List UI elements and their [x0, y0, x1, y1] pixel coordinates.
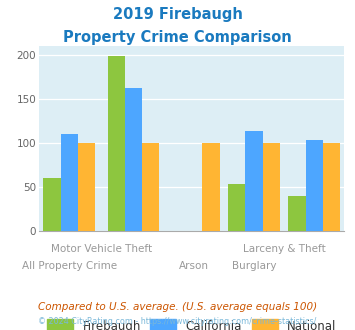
Text: Burglary: Burglary — [232, 261, 276, 271]
Bar — [142, 143, 159, 231]
Bar — [323, 143, 340, 231]
Text: © 2024 CityRating.com - https://www.cityrating.com/crime-statistics/: © 2024 CityRating.com - https://www.city… — [38, 317, 317, 326]
Bar — [43, 178, 61, 231]
Bar — [108, 56, 125, 231]
Legend: Firebaugh, California, National: Firebaugh, California, National — [42, 314, 341, 330]
Bar — [306, 140, 323, 231]
Bar — [263, 143, 280, 231]
Bar — [202, 143, 220, 231]
Text: Larceny & Theft: Larceny & Theft — [243, 244, 326, 254]
Bar — [289, 196, 306, 231]
Text: 2019 Firebaugh: 2019 Firebaugh — [113, 7, 242, 21]
Bar — [125, 87, 142, 231]
Bar — [61, 134, 78, 231]
Bar — [228, 184, 245, 231]
Text: Arson: Arson — [179, 261, 209, 271]
Text: Property Crime Comparison: Property Crime Comparison — [63, 30, 292, 45]
Text: Motor Vehicle Theft: Motor Vehicle Theft — [51, 244, 152, 254]
Bar — [78, 143, 95, 231]
Text: All Property Crime: All Property Crime — [22, 261, 117, 271]
Bar — [245, 131, 263, 231]
Text: Compared to U.S. average. (U.S. average equals 100): Compared to U.S. average. (U.S. average … — [38, 302, 317, 312]
